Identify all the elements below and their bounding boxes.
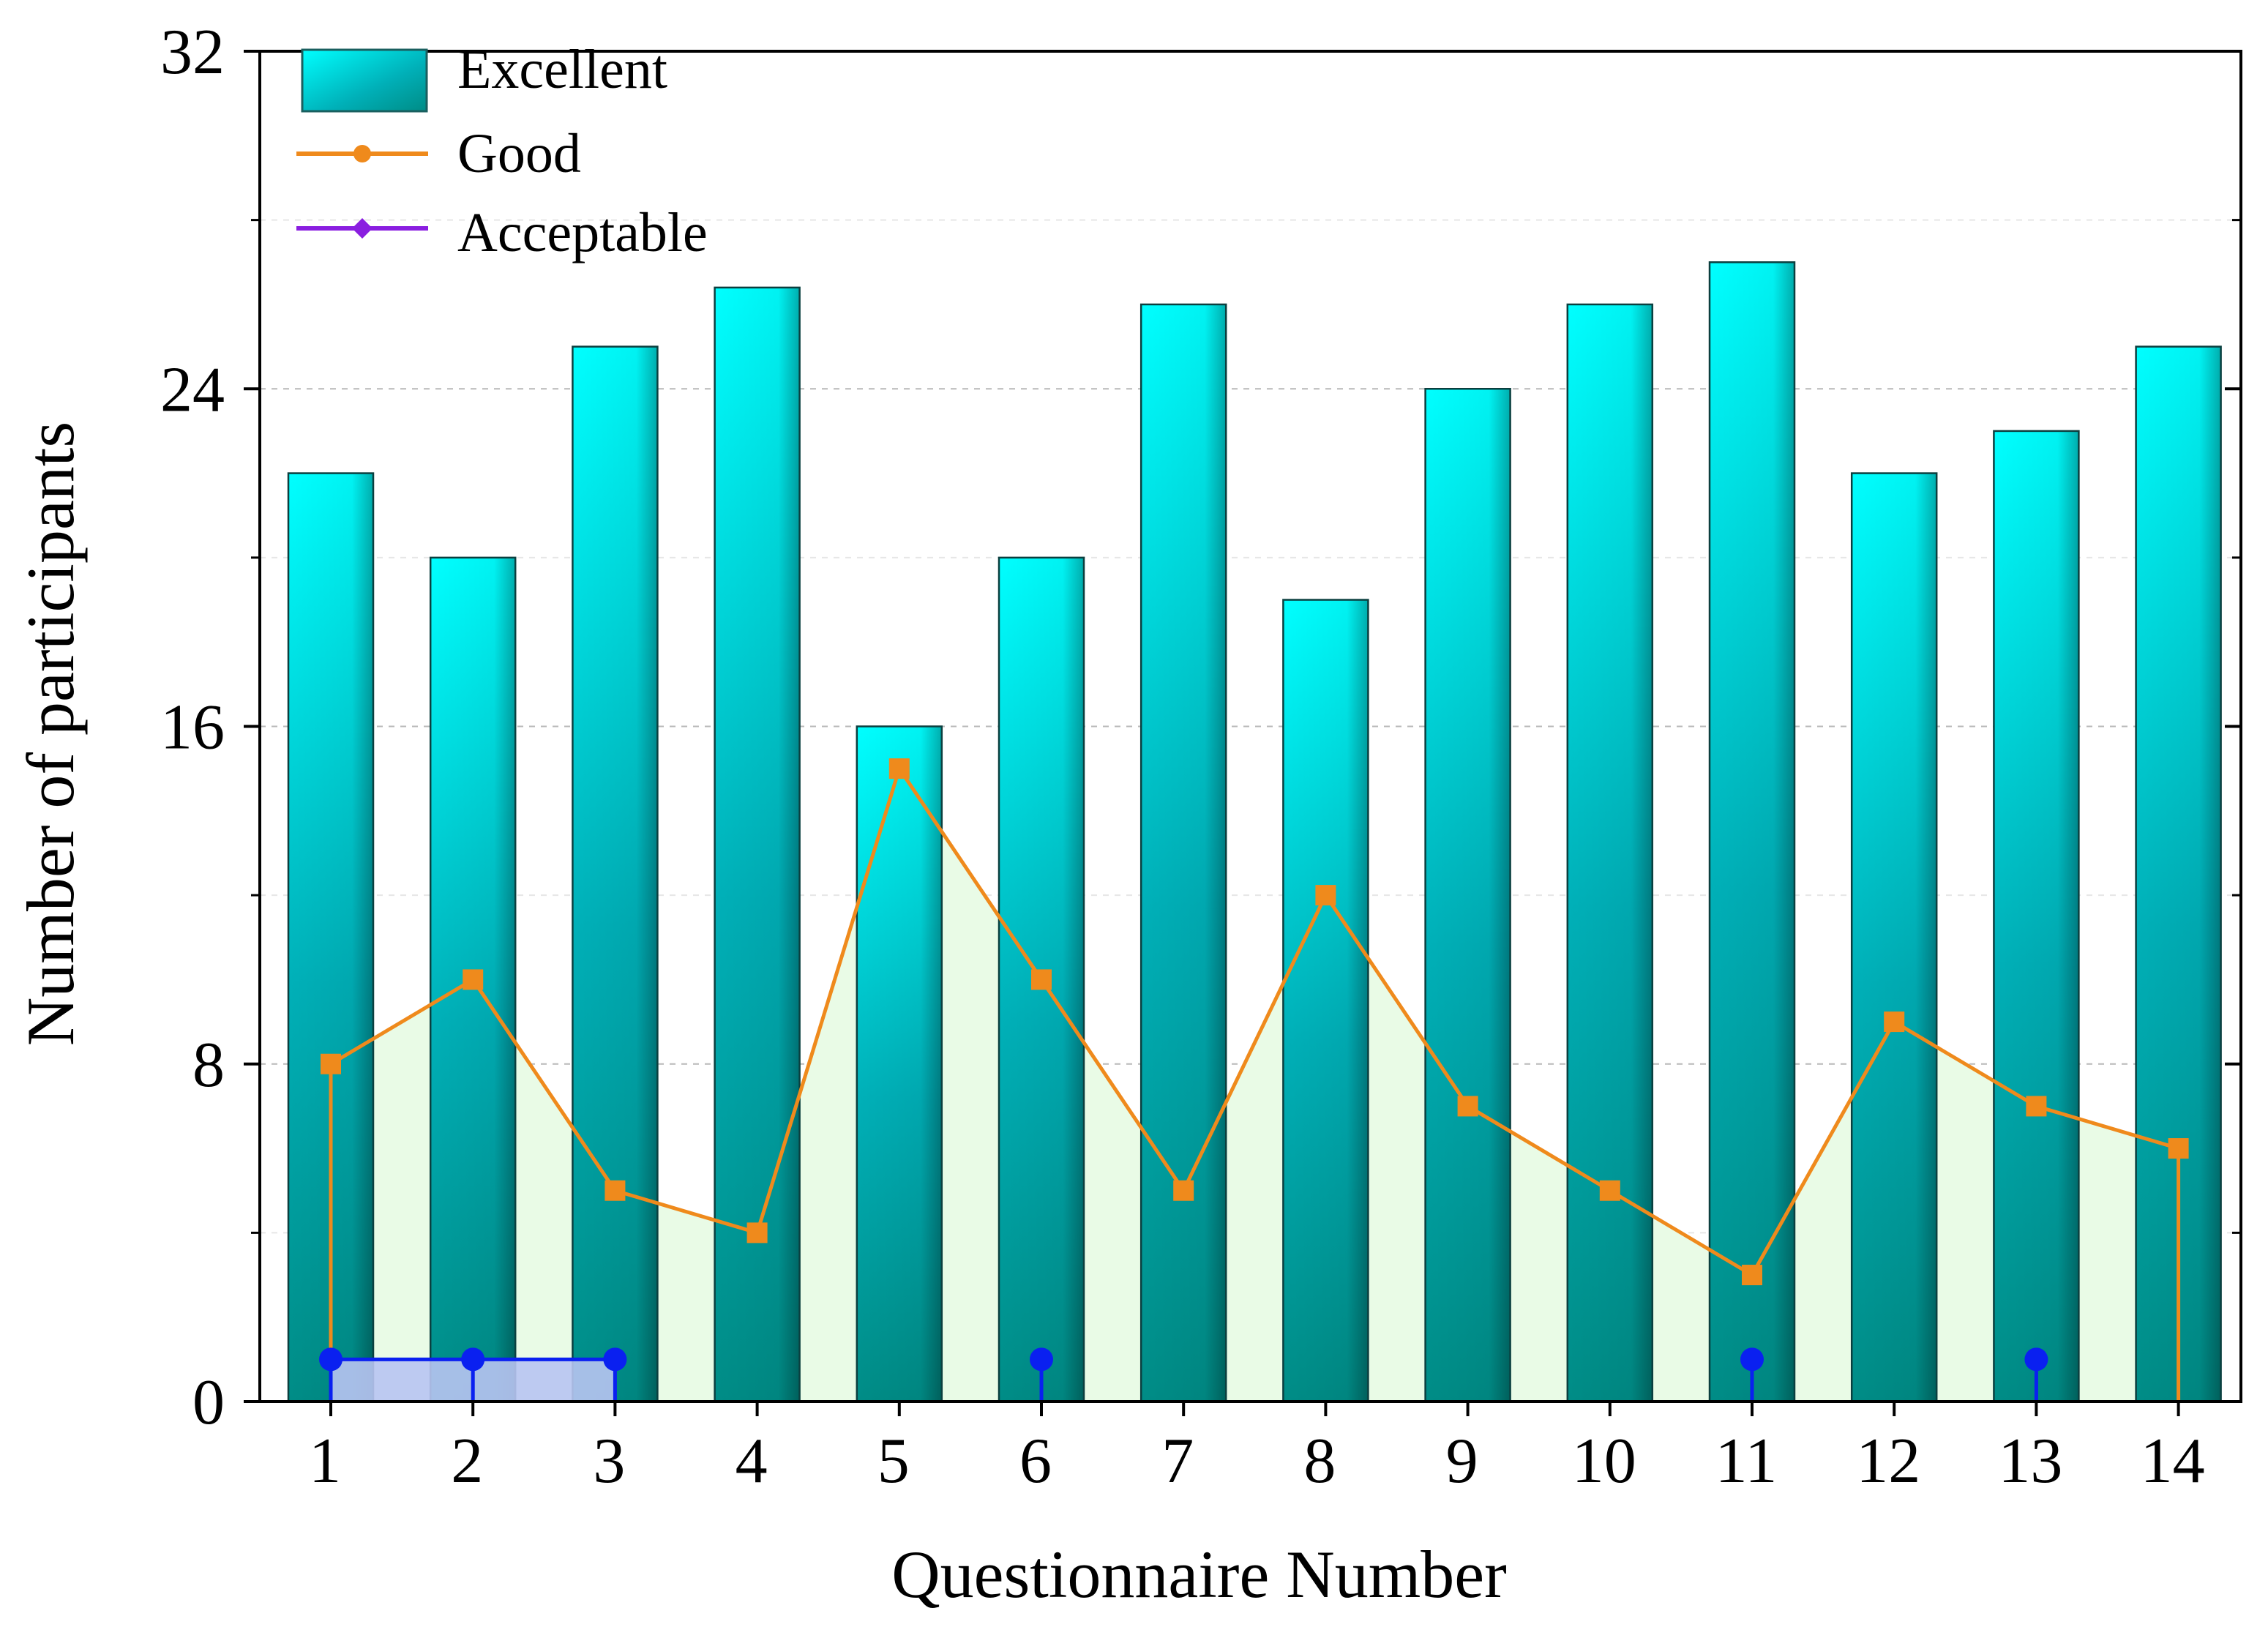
good-point [1457, 1096, 1478, 1117]
excellent-bar-shade [572, 345, 659, 1403]
excellent-bar [1139, 303, 1227, 1403]
good-point [1173, 1180, 1194, 1201]
legend-good-label: Good [457, 123, 581, 184]
good-point [321, 1053, 341, 1074]
legend-excellent-label: Excellent [457, 39, 667, 100]
good-point [1031, 969, 1052, 990]
x-tick-label: 12 [1856, 1426, 1920, 1497]
good-point [2026, 1096, 2047, 1117]
excellent-bar-shade [856, 725, 943, 1403]
acceptable-area-segment [473, 1359, 615, 1402]
x-tick-label: 2 [451, 1426, 483, 1497]
excellent-bar-shade [1139, 303, 1227, 1403]
x-tick-label: 4 [736, 1426, 768, 1497]
acceptable-point [1030, 1347, 1053, 1372]
acceptable-point [461, 1347, 485, 1372]
excellent-bar-shade [1566, 303, 1654, 1403]
x-tick-label: 3 [593, 1426, 625, 1497]
excellent-bar-shade [1424, 388, 1511, 1403]
x-tick-label: 1 [309, 1426, 341, 1497]
excellent-bar [1708, 261, 1796, 1403]
x-tick-label: 7 [1161, 1426, 1194, 1497]
good-point [1599, 1180, 1620, 1201]
x-tick-label: 8 [1303, 1426, 1336, 1497]
excellent-bar [1993, 430, 2080, 1403]
acceptable-point [603, 1347, 627, 1372]
excellent-bar [856, 725, 943, 1403]
legend: Excellent Good Acceptable [296, 39, 708, 263]
excellent-bar [714, 286, 801, 1403]
x-axis-title: Questionnaire Number [891, 1537, 1507, 1612]
good-line-series [321, 758, 2189, 1402]
legend-excellent-swatch [301, 48, 428, 113]
excellent-bar-shade [1708, 261, 1796, 1403]
x-tick-label: 6 [1019, 1426, 1052, 1497]
y-tick-label: 0 [192, 1367, 225, 1438]
legend-acceptable-label: Acceptable [457, 202, 708, 263]
good-point [1884, 1011, 1905, 1033]
acceptable-area-segment [331, 1359, 474, 1402]
excellent-bar [287, 472, 375, 1403]
acceptable-point [2024, 1347, 2048, 1372]
good-point [605, 1180, 626, 1201]
legend-acceptable-marker [352, 218, 373, 239]
y-tick-label: 32 [160, 17, 225, 88]
good-point [1315, 885, 1336, 906]
acceptable-series [319, 1347, 2048, 1402]
acceptable-point [319, 1347, 343, 1372]
y-tick-label: 16 [160, 692, 225, 763]
excellent-bar [1424, 388, 1511, 1403]
good-point [746, 1222, 768, 1243]
excellent-bar-shade [1850, 472, 1938, 1403]
y-tick-label: 24 [160, 354, 225, 425]
good-point [463, 969, 484, 990]
x-tick-label: 14 [2141, 1426, 2205, 1497]
acceptable-area [331, 1359, 615, 1402]
good-line [329, 766, 2181, 1402]
legend-good-marker [353, 145, 371, 162]
x-tick-label: 13 [1998, 1426, 2062, 1497]
excellent-bar [1850, 472, 1938, 1403]
good-point [888, 758, 910, 779]
good-point [2168, 1138, 2189, 1159]
excellent-bar-shade [1282, 599, 1369, 1403]
excellent-bar [572, 345, 659, 1403]
excellent-bar-shade [714, 286, 801, 1403]
y-tick-label: 8 [192, 1030, 225, 1101]
acceptable-point [1740, 1347, 1764, 1372]
excellent-bar-shade [1993, 430, 2080, 1403]
x-tick-label: 5 [877, 1426, 910, 1497]
excellent-bar [1282, 599, 1369, 1403]
x-tick-label: 9 [1446, 1426, 1478, 1497]
excellent-bar [1566, 303, 1654, 1403]
x-tick-label: 10 [1572, 1426, 1636, 1497]
x-tick-label: 11 [1715, 1426, 1778, 1497]
y-axis-title: Number of participants [13, 422, 88, 1046]
good-point [1742, 1265, 1762, 1286]
